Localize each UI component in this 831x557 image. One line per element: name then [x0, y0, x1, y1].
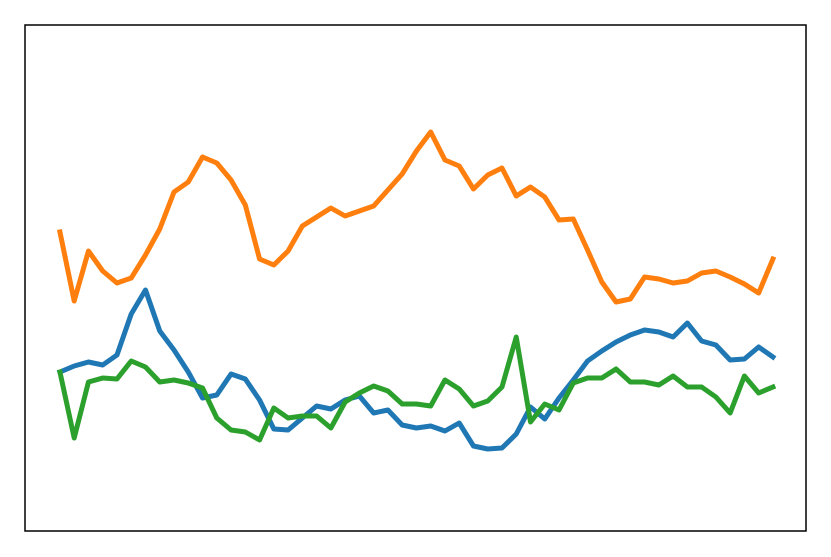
line-series: [56, 287, 777, 452]
line-series: [56, 334, 777, 443]
plot-frame: [24, 24, 807, 532]
line-series: [56, 129, 777, 305]
